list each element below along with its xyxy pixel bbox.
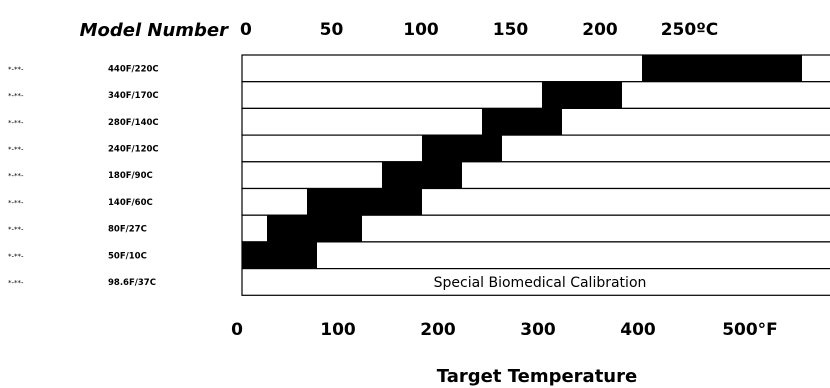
range-bar <box>642 55 802 82</box>
range-bar <box>382 161 462 189</box>
bottom-tick-label: 400 <box>620 320 656 340</box>
chart-row: *-**- 240F/120C <box>8 134 830 163</box>
row-frame <box>241 241 830 270</box>
row-label: 280F/140C <box>108 118 159 128</box>
bottom-axis-ticks: 0 100 200 300 400 500°F <box>231 320 778 340</box>
row-model-code: *-**- <box>8 145 24 153</box>
chart-row: *-**- 80F/27C <box>8 214 830 243</box>
bottom-tick-label: 300 <box>520 320 556 340</box>
row-model-code: *-**- <box>8 172 24 180</box>
chart-row: *-**- 98.6F/37C Special Biomedical Calibra… <box>8 268 830 296</box>
row-label: 98.6F/37C <box>108 278 156 288</box>
row-model-code: *-**- <box>8 92 24 100</box>
row-label: 240F/120C <box>108 144 159 154</box>
range-bar <box>542 81 622 109</box>
row-frame <box>241 268 830 296</box>
top-tick-label: 100 <box>403 20 439 40</box>
bottom-tick-label: 200 <box>420 320 456 340</box>
row-frame <box>241 161 830 190</box>
top-tick-label: 200 <box>582 20 618 40</box>
chart-row: *-**- 340F/170C <box>8 81 830 109</box>
top-tick-label: 250ºC <box>661 20 719 40</box>
row-frame <box>241 81 830 109</box>
model-number-header: Model Number <box>80 20 230 41</box>
chart-row: *-**- 440F/220C <box>8 54 830 83</box>
range-bar <box>267 215 362 242</box>
row-label: 140F/60C <box>108 198 153 208</box>
row-label: 80F/27C <box>108 225 147 235</box>
range-bar <box>242 241 317 269</box>
row-model-code: *-**- <box>8 199 24 207</box>
bottom-tick-label: 500°F <box>722 320 778 340</box>
special-calibration-text: Special Biomedical Calibration <box>434 275 647 291</box>
bottom-tick-label: 100 <box>320 320 356 340</box>
top-axis-ticks: 0 50 100 150 200 250ºC <box>240 20 718 40</box>
range-bar <box>482 108 562 136</box>
chart-rows: *-**- 440F/220C *-**- 340F/170C *-**- 280F/14… <box>8 54 830 296</box>
chart-row: *-**- 50F/10C <box>8 241 830 270</box>
row-model-code: *-**- <box>8 226 24 234</box>
bottom-tick-label: 0 <box>231 320 243 340</box>
range-bar <box>307 188 422 216</box>
chart-row: *-**- 180F/90C <box>8 161 830 190</box>
row-frame <box>241 134 830 163</box>
row-model-code: *-**- <box>8 252 24 260</box>
chart-row: *-**- 280F/140C <box>8 107 830 136</box>
top-tick-label: 0 <box>240 20 252 40</box>
range-bar <box>422 135 502 162</box>
x-axis-title: Target Temperature <box>437 366 637 387</box>
row-model-code: *-**- <box>8 65 24 73</box>
row-model-code: *-**- <box>8 279 24 287</box>
top-tick-label: 50 <box>320 20 344 40</box>
chart-row: *-**- 140F/60C <box>8 187 830 216</box>
row-label: 340F/170C <box>108 91 159 101</box>
row-label: 440F/220C <box>108 64 159 74</box>
top-tick-label: 150 <box>493 20 529 40</box>
row-model-code: *-**- <box>8 119 24 127</box>
row-label: 180F/90C <box>108 171 153 181</box>
row-label: 50F/10C <box>108 251 147 261</box>
